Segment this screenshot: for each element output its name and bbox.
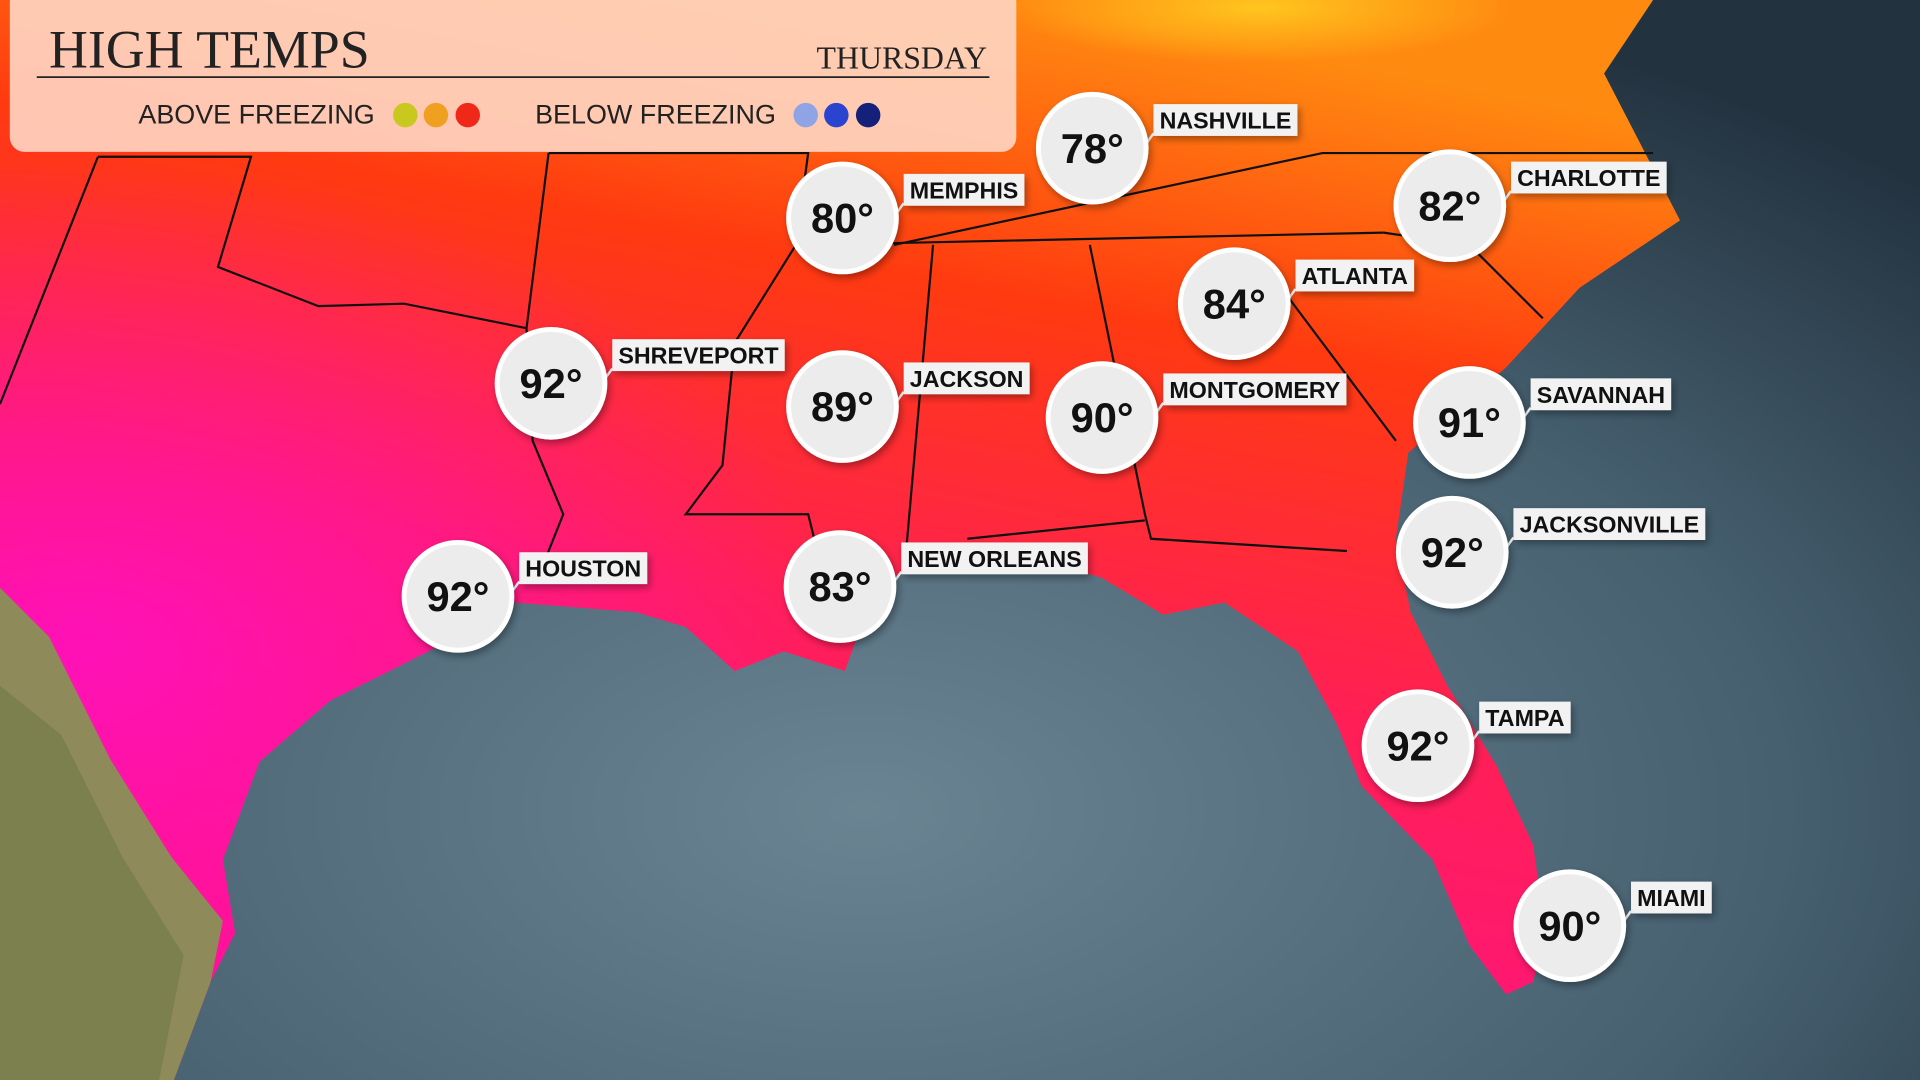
- city-name: MONTGOMERY: [1169, 377, 1340, 403]
- temp-circle: [1513, 869, 1627, 983]
- temp-value: 78°: [1061, 125, 1124, 172]
- city-name: CHARLOTTE: [1517, 165, 1660, 191]
- city-name: MIAMI: [1637, 885, 1705, 911]
- city-name: JACKSONVILLE: [1520, 512, 1700, 538]
- legend-dot: [793, 102, 818, 128]
- day: THURSDAY: [817, 41, 987, 76]
- title: HIGH TEMPS: [49, 19, 370, 79]
- city: SHREVEPORT 92°: [494, 326, 785, 440]
- label-box: [1479, 701, 1571, 734]
- temp-value: 92°: [1421, 529, 1484, 576]
- city: TAMPA 92°: [1361, 689, 1571, 803]
- legend-dot: [855, 102, 881, 128]
- legend-below: BELOW FREEZING: [535, 100, 776, 130]
- temp-circle: [1393, 149, 1507, 263]
- temp-value: 92°: [1386, 722, 1449, 769]
- temp-circle: [786, 350, 899, 463]
- label-box: [1163, 373, 1347, 406]
- legend-dot: [455, 102, 480, 128]
- city: CHARLOTTE 82°: [1393, 149, 1667, 263]
- city-markers: NASHVILLE78°MEMPHIS80°CHARLOTTE82°ATLANT…: [401, 91, 1712, 983]
- label-box: [1530, 378, 1672, 411]
- temp-circle: [1395, 495, 1509, 609]
- label-box: [903, 173, 1025, 206]
- legend-dot: [393, 102, 418, 128]
- legend-dot: [423, 102, 449, 128]
- legend-dot: [824, 102, 849, 128]
- temp-value: 92°: [520, 360, 583, 407]
- city: HOUSTON 92°: [401, 540, 648, 653]
- label-box: [519, 552, 648, 585]
- temp-value: 89°: [811, 383, 874, 430]
- temp-value: 91°: [1438, 399, 1501, 446]
- temp-circle: [786, 161, 899, 275]
- city-name: NASHVILLE: [1160, 108, 1292, 134]
- temp-value: 90°: [1071, 394, 1134, 441]
- label-box: [903, 362, 1030, 395]
- city-name: HOUSTON: [525, 556, 641, 582]
- state-borders: [0, 151, 1654, 576]
- city: SAVANNAH 91°: [1413, 366, 1672, 479]
- label-box: [1631, 881, 1712, 914]
- temp-circle: [494, 326, 608, 440]
- temp-circle: [1413, 366, 1526, 479]
- temp-circle: [1361, 689, 1475, 803]
- city-name: ATLANTA: [1302, 263, 1409, 289]
- city-name: TAMPA: [1485, 705, 1564, 731]
- panel-bg: [9, 0, 1017, 152]
- temp-value: 80°: [811, 195, 874, 242]
- city-name: MEMPHIS: [910, 177, 1019, 203]
- city-name: JACKSON: [910, 366, 1024, 392]
- city: JACKSONVILLE 92°: [1395, 495, 1706, 609]
- city-name: NEW ORLEANS: [907, 546, 1081, 572]
- city: MIAMI 90°: [1513, 869, 1712, 983]
- city: JACKSON 89°: [786, 350, 1030, 463]
- label-box: [1153, 104, 1298, 136]
- label-box: [1513, 508, 1706, 540]
- city: ATLANTA 84°: [1177, 247, 1415, 360]
- city: MEMPHIS 80°: [786, 161, 1025, 275]
- temp-value: 90°: [1538, 902, 1601, 949]
- city: NASHVILLE 78°: [1035, 91, 1298, 205]
- label-box: [1511, 161, 1667, 194]
- temp-circle: [1177, 247, 1291, 360]
- label-box: [901, 542, 1088, 575]
- temp-value: 83°: [809, 563, 872, 610]
- header-panel: HIGH TEMPS THURSDAY ABOVE FREEZING BELOW…: [9, 0, 1017, 152]
- label-box: [612, 339, 785, 372]
- temp-circle: [1045, 361, 1159, 474]
- label-box: [1295, 259, 1415, 292]
- city: MONTGOMERY 90°: [1045, 361, 1347, 474]
- temp-circle: [401, 540, 515, 653]
- temp-circle: [1035, 91, 1149, 205]
- city-name: SAVANNAH: [1537, 382, 1665, 408]
- temp-value: 82°: [1418, 182, 1481, 229]
- legend-above: ABOVE FREEZING: [138, 100, 374, 130]
- temp-value: 84°: [1203, 280, 1266, 327]
- temp-circle: [783, 530, 897, 643]
- temp-value: 92°: [426, 573, 489, 620]
- city: NEW ORLEANS 83°: [783, 530, 1088, 643]
- city-name: SHREVEPORT: [618, 343, 778, 369]
